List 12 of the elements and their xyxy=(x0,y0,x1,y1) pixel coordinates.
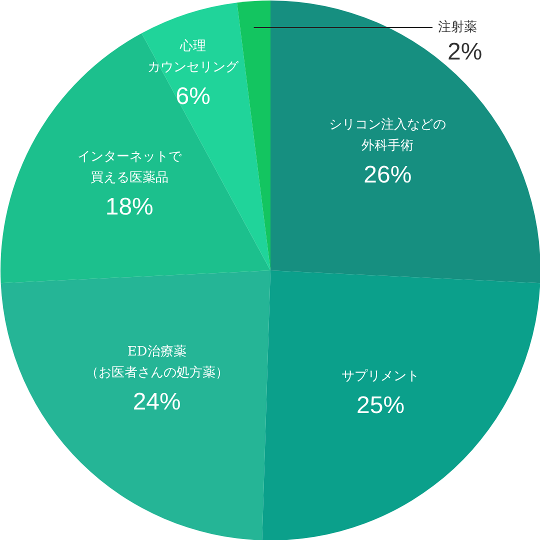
data-label: 2% xyxy=(448,38,482,66)
slice-label: ED治療薬（お医者さんの処方薬） xyxy=(85,344,228,381)
data-label: 26% xyxy=(364,161,412,188)
data-label: 24% xyxy=(132,388,181,416)
data-label: 6% xyxy=(176,82,210,110)
slice-label: 注射薬 xyxy=(438,20,477,35)
slice-label: シリコン注入などの外科手術 xyxy=(329,117,446,154)
slice-label: インターネットで買える医薬品 xyxy=(77,150,182,186)
data-label: 25% xyxy=(356,392,405,420)
data-label: 18% xyxy=(105,194,154,221)
slice-label: 心理カウンセリング xyxy=(148,38,240,75)
slice-label: サプリメント xyxy=(342,369,420,384)
